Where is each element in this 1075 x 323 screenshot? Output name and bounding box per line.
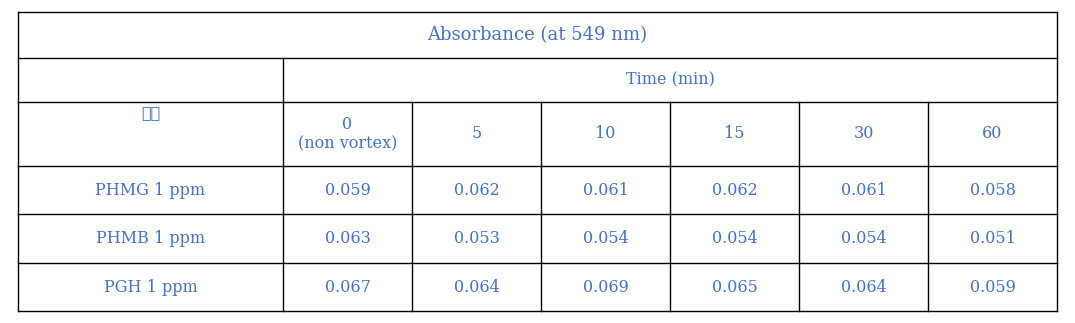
Text: 0.062: 0.062	[712, 182, 758, 199]
Text: 0.064: 0.064	[454, 278, 499, 296]
Text: 0.059: 0.059	[325, 182, 371, 199]
Text: 5: 5	[471, 125, 482, 142]
Text: 0.054: 0.054	[841, 230, 887, 247]
Text: 0.051: 0.051	[970, 230, 1016, 247]
Text: Absorbance (at 549 nm): Absorbance (at 549 nm)	[428, 26, 647, 44]
Text: Time (min): Time (min)	[626, 71, 715, 89]
Text: 0.069: 0.069	[583, 278, 629, 296]
Text: 0.053: 0.053	[454, 230, 500, 247]
Text: 10: 10	[596, 125, 616, 142]
Text: 0.054: 0.054	[583, 230, 629, 247]
Text: PHMG 1 ppm: PHMG 1 ppm	[96, 182, 205, 199]
Text: PGH 1 ppm: PGH 1 ppm	[103, 278, 198, 296]
Text: 0.061: 0.061	[841, 182, 887, 199]
Text: 0.059: 0.059	[970, 278, 1016, 296]
Text: 0
(non vortex): 0 (non vortex)	[298, 116, 397, 152]
Text: 0.054: 0.054	[712, 230, 758, 247]
Text: 0.067: 0.067	[325, 278, 371, 296]
Text: 0.062: 0.062	[454, 182, 499, 199]
Text: 0.064: 0.064	[841, 278, 887, 296]
Text: 0.061: 0.061	[583, 182, 629, 199]
Text: 30: 30	[854, 125, 874, 142]
Text: 0.065: 0.065	[712, 278, 758, 296]
Text: 0.063: 0.063	[325, 230, 371, 247]
Text: 15: 15	[725, 125, 745, 142]
Text: 60: 60	[983, 125, 1003, 142]
Text: 용액: 용액	[141, 104, 160, 121]
Text: PHMB 1 ppm: PHMB 1 ppm	[96, 230, 205, 247]
Text: 0.058: 0.058	[970, 182, 1016, 199]
